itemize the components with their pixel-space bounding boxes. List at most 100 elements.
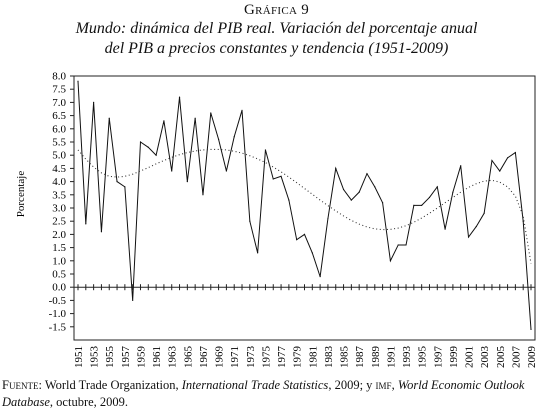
source-label: Fuente: [2, 378, 42, 392]
data-point [467, 236, 470, 238]
x-tick-label: 1971 [229, 346, 241, 368]
data-point [108, 117, 110, 119]
source-text-1: World Trade Organization, [41, 378, 182, 392]
x-tick-label: 1995 [417, 346, 429, 369]
data-point [358, 191, 360, 193]
x-tick-label: 1985 [339, 346, 351, 369]
source-text-3: , [391, 378, 398, 392]
data-point [311, 252, 313, 254]
source-publication-1: International Trade Statistics [181, 378, 329, 392]
data-point [374, 186, 376, 188]
x-tick-label: 1989 [370, 346, 382, 369]
data-point [210, 112, 212, 114]
x-tick-label: 1987 [354, 346, 366, 369]
x-tick-label: 1963 [167, 346, 179, 369]
data-point [202, 194, 204, 196]
x-tick-label: 1999 [448, 346, 460, 369]
data-point [483, 212, 485, 214]
data-point [241, 109, 243, 111]
y-tick-label: -1.5 [49, 321, 67, 333]
source-publication-2: World Economic Outlook Database [2, 378, 525, 409]
data-point [288, 199, 290, 201]
data-point [405, 244, 407, 246]
y-tick-label: 2.5 [52, 216, 66, 228]
x-tick-label: 1997 [432, 346, 444, 369]
data-point [85, 223, 87, 225]
source-org-2: imf [375, 378, 392, 392]
chart-title: Mundo: dinámica del PIB real. Variación … [10, 19, 543, 59]
data-point [350, 199, 352, 201]
data-point [217, 138, 220, 140]
chart-title-line-1: Mundo: dinámica del PIB real. Variación … [75, 20, 478, 37]
x-tick-label: 1975 [260, 346, 272, 369]
data-point [327, 217, 329, 220]
trend-line [77, 148, 532, 264]
data-point [436, 186, 438, 188]
data-point [147, 146, 149, 148]
data-point [100, 231, 103, 233]
line-chart: 8.07.57.06.56.05.55.04.54.03.53.02.52.01… [15, 71, 538, 369]
x-tick-label: 1991 [385, 346, 397, 368]
source-text-2: , 2009; y [328, 378, 376, 392]
x-tick-label: 1967 [198, 346, 210, 369]
x-tick-label: 1977 [276, 346, 288, 369]
source-note: Fuente: World Trade Organization, Intern… [2, 377, 553, 411]
figure-label: Gráfica 9 [243, 2, 310, 18]
data-point [249, 220, 251, 222]
y-tick-label: 7.5 [52, 84, 66, 96]
data-point [499, 170, 501, 172]
data-point [421, 204, 423, 206]
data-point [444, 228, 446, 230]
x-tick-label: 1965 [182, 346, 194, 369]
y-tick-label: 0.0 [52, 282, 66, 294]
data-point [382, 202, 384, 204]
data-point [389, 260, 392, 262]
data-point [257, 252, 259, 254]
data-point [155, 154, 157, 156]
y-tick-label: 0.5 [52, 269, 66, 281]
y-tick-label: 2.0 [52, 229, 66, 241]
x-tick-label: 2005 [495, 346, 507, 369]
data-point [491, 159, 493, 162]
x-tick-label: 1961 [151, 346, 163, 368]
x-tick-label: 2003 [479, 346, 491, 369]
data-point [178, 96, 181, 98]
y-tick-label: 4.5 [52, 163, 66, 175]
x-tick-label: 2007 [510, 346, 522, 369]
data-point [132, 299, 134, 301]
x-tick-label: 1953 [89, 346, 101, 369]
data-point [272, 178, 274, 180]
plot-frame [73, 75, 536, 341]
data-point [163, 120, 165, 122]
data-point [264, 149, 267, 151]
y-tick-label: 1.0 [52, 255, 66, 267]
x-tick-label: 2001 [464, 346, 476, 368]
x-tick-label: 1951 [73, 346, 85, 368]
data-point [116, 181, 118, 183]
y-tick-label: -0.5 [49, 295, 67, 307]
y-tick-label: 5.0 [52, 150, 66, 162]
data-point [77, 80, 79, 82]
y-tick-label: 1.5 [52, 242, 66, 254]
x-tick-label: 1979 [292, 346, 304, 369]
data-point [460, 165, 462, 167]
data-point [366, 173, 368, 175]
y-tick-label: 3.0 [52, 203, 66, 215]
x-tick-label: 1957 [120, 346, 132, 369]
data-point [233, 136, 235, 138]
data-point [225, 170, 227, 172]
data-point [428, 196, 431, 199]
data-point [514, 151, 516, 154]
data-point [452, 191, 454, 193]
data-point [342, 188, 345, 191]
data-point [186, 181, 188, 183]
x-tick-label: 1981 [307, 346, 319, 368]
y-tick-label: 6.5 [52, 110, 66, 122]
data-point [194, 117, 196, 119]
y-axis-label: Porcentaje [15, 171, 27, 218]
data-point [93, 101, 95, 103]
y-tick-label: -1.0 [49, 308, 67, 320]
data-point [171, 170, 173, 172]
data-point [335, 167, 337, 169]
data-point [124, 186, 126, 188]
